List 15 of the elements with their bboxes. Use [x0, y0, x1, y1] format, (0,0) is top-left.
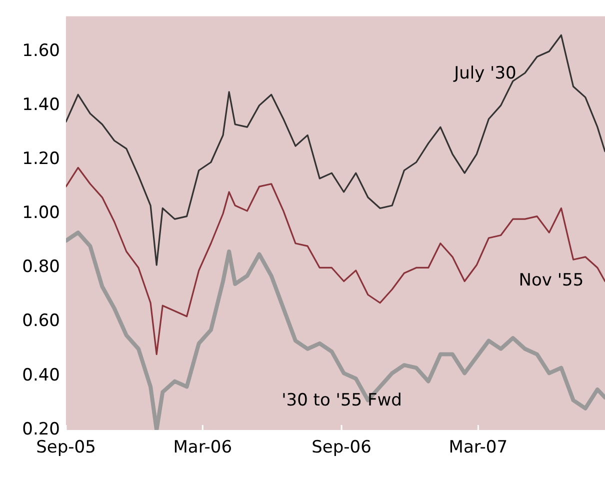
series-label: July '30	[453, 64, 516, 84]
x-tick-label: Sep-05	[36, 438, 96, 458]
y-tick-label: 1.40	[22, 94, 60, 115]
y-tick-label: 0.80	[22, 257, 60, 278]
y-tick-label: 1.20	[22, 148, 60, 169]
y-tick-label: 1.00	[22, 203, 60, 224]
series-label: '30 to '55 Fwd	[282, 390, 402, 410]
y-tick-label: 0.40	[22, 365, 60, 386]
x-tick-label: Sep-06	[312, 438, 372, 458]
x-tick-label: Mar-07	[448, 438, 508, 458]
y-tick-label: 1.60	[22, 40, 60, 61]
series-label: Nov '55	[518, 270, 584, 290]
x-tick-label: Mar-06	[173, 438, 232, 458]
y-tick-label: 0.20	[22, 419, 60, 440]
y-tick-label: 0.60	[22, 311, 60, 332]
